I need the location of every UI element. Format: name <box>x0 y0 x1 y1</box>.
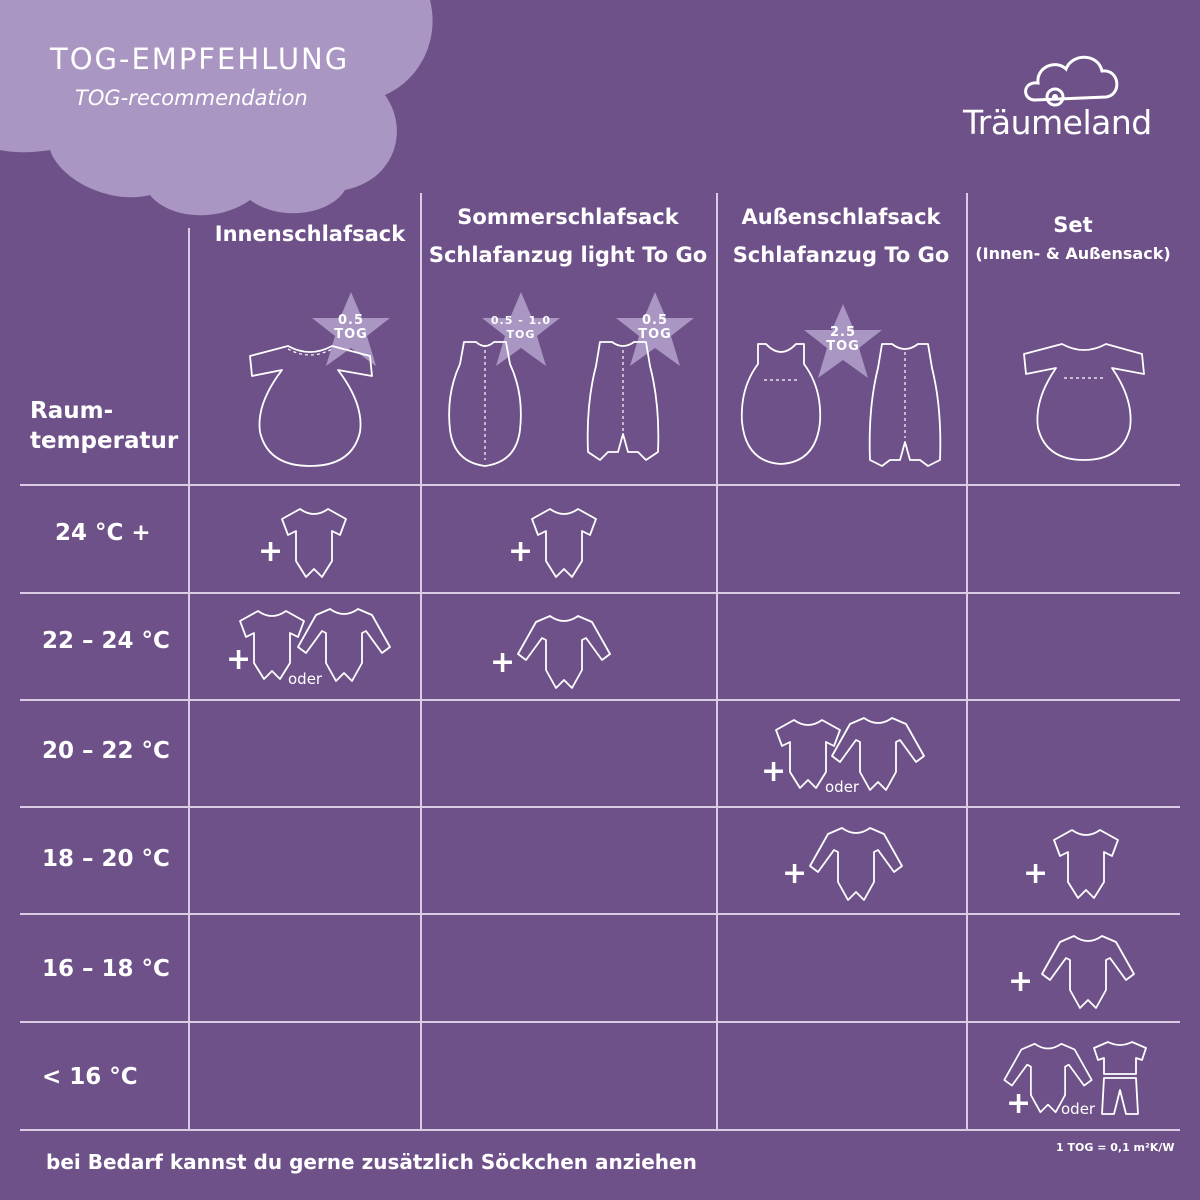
footer-note: bei Bedarf kannst du gerne zusätzlich Sö… <box>46 1150 697 1174</box>
star-icon <box>312 292 390 366</box>
column-label: Set <box>1053 213 1093 237</box>
sleeping-bag-set-icon <box>1023 343 1145 461</box>
brand-name: Träumeland <box>963 103 1152 142</box>
short-sleeve-bodysuit-icon <box>775 719 841 789</box>
grid-vline <box>188 228 190 1130</box>
column-label: Außenschlafsack <box>741 205 941 229</box>
row-label: 22 – 24 °C <box>42 628 170 654</box>
chart-title: TOG-EMPFEHLUNG <box>50 42 350 76</box>
tog-badge: 0.5 - 1.0 TOG <box>488 314 554 342</box>
grid-hline <box>20 806 1180 808</box>
column-label-2: Schlafanzug To Go <box>732 243 950 267</box>
grid-vline <box>716 193 718 1130</box>
grid-hline <box>20 1129 1180 1131</box>
row-header-line2: temperatur <box>30 428 179 454</box>
long-sleeve-bodysuit-icon <box>517 615 611 689</box>
cloud-shape <box>0 0 433 216</box>
column-sublabel: (Innen- & Außensack) <box>975 244 1171 263</box>
long-sleeve-bodysuit-icon <box>831 717 925 791</box>
grid-hline <box>20 1021 1180 1023</box>
tog-badge: 0.5 TOG <box>320 314 382 342</box>
plus-sign: + <box>1008 964 1034 999</box>
column-label: Innenschlafsack <box>214 222 406 246</box>
or-label: oder <box>1061 1100 1096 1118</box>
row-label: 16 – 18 °C <box>42 956 170 982</box>
grid-hline <box>20 484 1180 486</box>
row-header: Raum- temperatur <box>30 396 178 456</box>
tog-unit: TOG <box>826 339 860 354</box>
row-label: 20 – 22 °C <box>42 738 170 764</box>
pajama-set-icon <box>1093 1041 1147 1115</box>
tog-value: 0.5 <box>337 313 365 328</box>
plus-sign: + <box>761 754 787 789</box>
or-label: oder <box>288 670 323 688</box>
column-header-sommerschlafsack: Sommerschlafsack Schlafanzug light To Go <box>420 198 716 274</box>
cloud-logo-icon <box>1024 55 1119 107</box>
grid-hline <box>20 913 1180 915</box>
plus-sign: + <box>782 856 808 891</box>
row-label: 18 – 20 °C <box>42 846 170 872</box>
long-sleeve-bodysuit-icon <box>297 608 391 682</box>
grid-hline <box>20 699 1180 701</box>
sleep-suit-icon <box>868 343 942 467</box>
grid-hline <box>20 592 1180 594</box>
row-header-line1: Raum- <box>30 398 114 424</box>
outdoor-sleeping-bag-icon <box>740 343 822 465</box>
short-sleeve-bodysuit-icon <box>239 610 305 680</box>
short-sleeve-bodysuit-icon <box>531 508 597 578</box>
or-label: oder <box>825 778 860 796</box>
long-sleeve-bodysuit-icon <box>809 827 903 901</box>
tog-unit: TOG <box>506 328 536 341</box>
plus-sign: + <box>1006 1086 1032 1121</box>
star-icon <box>616 292 694 366</box>
plus-sign: + <box>258 534 284 569</box>
tog-unit: TOG <box>334 327 368 342</box>
star-icon <box>482 292 560 366</box>
column-header-innenschlafsack: Innenschlafsack <box>195 215 425 253</box>
summer-sleeping-bag-icon <box>448 341 522 467</box>
row-label: < 16 °C <box>42 1064 138 1090</box>
short-sleeve-bodysuit-icon <box>281 508 347 578</box>
grid-vline <box>420 193 422 1130</box>
tog-unit-note: 1 TOG = 0,1 m²K/W <box>1056 1141 1175 1154</box>
tog-unit: TOG <box>638 327 672 342</box>
tog-value: 2.5 <box>829 325 857 340</box>
star-icon <box>804 304 882 378</box>
row-label: 24 °C + <box>55 520 151 546</box>
plus-sign: + <box>226 642 252 677</box>
long-sleeve-bodysuit-icon <box>1041 935 1135 1009</box>
column-label: Sommerschlafsack <box>457 205 679 229</box>
sleep-suit-light-icon <box>586 341 660 461</box>
tog-value: 0.5 <box>641 313 669 328</box>
plus-sign: + <box>508 534 534 569</box>
long-sleeve-bodysuit-icon <box>1003 1042 1093 1114</box>
tog-badge: 2.5 TOG <box>812 326 874 354</box>
grid-vline <box>966 193 968 1130</box>
plus-sign: + <box>490 645 516 680</box>
column-label-2: Schlafanzug light To Go <box>428 243 708 267</box>
short-sleeve-bodysuit-icon <box>1053 829 1119 899</box>
chart-subtitle: TOG-recommendation <box>75 86 308 110</box>
tog-value: 0.5 - 1.0 <box>490 314 552 327</box>
column-header-aussenschlafsack: Außenschlafsack Schlafanzug To Go <box>716 198 966 274</box>
column-header-set: Set (Innen- & Außensack) <box>966 206 1180 264</box>
tog-badge: 0.5 TOG <box>624 314 686 342</box>
plus-sign: + <box>1023 856 1049 891</box>
sleeping-bag-sleeves-icon <box>249 345 373 467</box>
